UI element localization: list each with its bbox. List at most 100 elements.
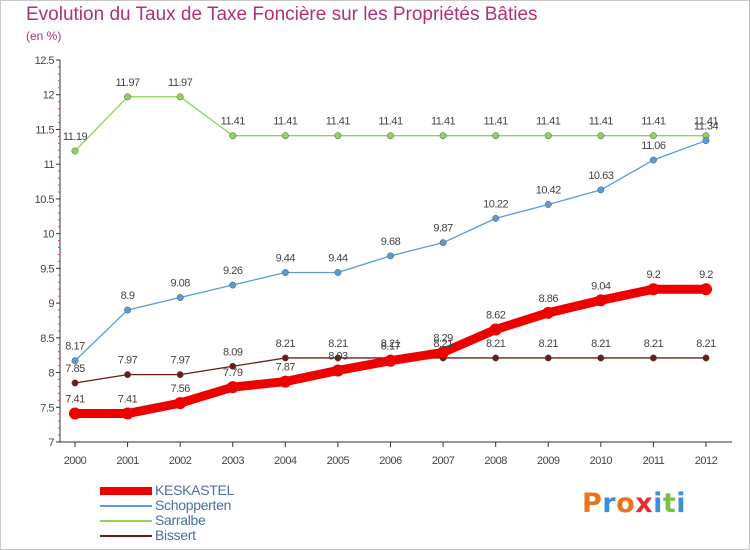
x-tick-label: 2005	[327, 455, 350, 467]
data-point-keskastel	[437, 346, 450, 359]
data-point-schopperten	[544, 201, 552, 208]
data-label-bissert: 7.97	[118, 355, 138, 367]
data-point-keskastel	[121, 407, 134, 420]
x-tick-label: 2008	[484, 455, 507, 467]
data-label-bissert: 8.21	[328, 338, 348, 350]
logo-letter: P	[582, 488, 603, 519]
data-label-sarralbe: 11.41	[326, 116, 351, 128]
legend-label: Sarralbe	[155, 512, 206, 528]
data-point-bissert	[544, 354, 552, 362]
logo-letter: x	[635, 488, 654, 519]
data-point-bissert	[124, 371, 132, 379]
data-label-schopperten: 10.22	[483, 198, 508, 210]
logo-letter: t	[662, 488, 677, 519]
y-tick-label: 7.5	[40, 402, 54, 414]
legend-swatch	[100, 487, 152, 495]
data-point-sarralbe	[176, 93, 184, 101]
logo-letter: i	[676, 488, 687, 519]
data-point-schopperten	[702, 137, 710, 145]
data-label-sarralbe: 11.41	[378, 116, 403, 128]
data-label-bissert: 8.21	[276, 338, 296, 350]
data-label-schopperten: 11.34	[694, 121, 719, 133]
data-point-schopperten	[281, 269, 289, 276]
data-point-bissert	[229, 362, 237, 370]
proxiti-logo: Proxiti	[582, 488, 686, 519]
data-label-sarralbe: 11.41	[431, 116, 456, 128]
y-tick-label: 12	[43, 90, 55, 102]
data-label-schopperten: 9.44	[328, 253, 348, 265]
legend-item-bissert: Bissert	[100, 527, 320, 544]
data-point-keskastel	[174, 397, 187, 410]
legend-swatch	[100, 535, 152, 537]
x-tick-label: 2012	[695, 455, 718, 467]
data-point-bissert	[649, 354, 657, 362]
data-point-keskastel	[69, 407, 81, 420]
y-tick-label: 10.5	[35, 194, 55, 206]
y-tick-label: 12.5	[35, 55, 55, 67]
data-label-keskastel: 8.29	[433, 332, 453, 344]
data-label-sarralbe: 11.19	[63, 131, 88, 143]
data-label-keskastel: 8.86	[539, 293, 559, 305]
series-layer	[69, 93, 712, 420]
data-label-keskastel: 8.62	[486, 309, 506, 321]
y-tick-label: 9.5	[40, 263, 54, 275]
data-point-bissert	[492, 354, 500, 362]
data-point-sarralbe	[544, 132, 552, 140]
data-label-schopperten: 9.44	[276, 253, 296, 265]
data-label-keskastel: 9.2	[699, 269, 713, 281]
data-label-keskastel: 8.17	[381, 341, 401, 353]
x-tick-label: 2001	[116, 455, 139, 467]
x-tick-label: 2003	[222, 455, 245, 467]
x-tick-label: 2010	[590, 455, 613, 467]
legend-swatch	[100, 505, 152, 507]
data-point-keskastel	[489, 323, 502, 336]
legend-label: Schopperten	[155, 497, 232, 513]
data-label-bissert: 8.21	[433, 338, 453, 350]
data-label-sarralbe: 11.41	[694, 116, 719, 128]
data-point-sarralbe	[439, 132, 447, 140]
data-point-schopperten	[439, 239, 447, 247]
data-point-bissert	[597, 354, 605, 362]
data-point-sarralbe	[124, 93, 132, 101]
legend-item-schopperten: Schopperten	[100, 497, 320, 514]
x-tick-label: 2000	[64, 455, 87, 467]
data-point-bissert	[176, 371, 184, 379]
y-tick-label: 11	[44, 159, 55, 171]
data-label-keskastel: 9.2	[647, 269, 661, 281]
data-point-sarralbe	[71, 147, 79, 155]
y-tick-label: 9	[48, 298, 54, 310]
data-point-schopperten	[649, 156, 657, 164]
data-labels-layer: 7.41 7.41 7.56 7.79 7.87 8.03 8.17 8.29 8.62 8.86…	[63, 77, 719, 406]
data-point-sarralbe	[229, 132, 237, 140]
data-label-schopperten: 8.9	[121, 290, 135, 302]
x-tick-label: 2002	[169, 455, 192, 467]
y-tick-label: 10	[43, 229, 55, 241]
legend-label: Bissert	[155, 527, 196, 543]
data-point-keskastel	[647, 283, 660, 296]
data-point-sarralbe	[334, 132, 342, 140]
data-point-schopperten	[334, 269, 342, 276]
data-label-keskastel: 7.87	[276, 362, 296, 374]
y-axis-unit-label: (en %)	[26, 29, 62, 43]
data-point-schopperten	[387, 252, 394, 260]
data-point-sarralbe	[281, 132, 289, 140]
data-point-keskastel	[331, 364, 344, 377]
data-label-schopperten: 9.26	[223, 265, 243, 277]
chart-title: Evolution du Taux de Taxe Foncière sur l…	[26, 4, 538, 25]
data-point-keskastel	[279, 375, 292, 388]
legend-swatch	[100, 520, 152, 522]
data-label-keskastel: 7.41	[65, 394, 85, 406]
data-point-bissert	[71, 379, 79, 387]
logo-letter: i	[653, 488, 663, 519]
data-label-schopperten: 10.42	[536, 184, 561, 196]
x-tick-label: 2004	[274, 455, 297, 467]
data-label-bissert: 8.21	[539, 338, 559, 350]
data-label-schopperten: 9.08	[170, 278, 190, 290]
data-point-sarralbe	[492, 132, 500, 140]
data-label-sarralbe: 11.41	[273, 116, 298, 128]
x-tick-label: 2011	[643, 455, 665, 467]
data-label-keskastel: 7.56	[170, 383, 190, 395]
data-label-keskastel: 8.03	[328, 350, 348, 362]
data-point-keskastel	[226, 381, 239, 394]
